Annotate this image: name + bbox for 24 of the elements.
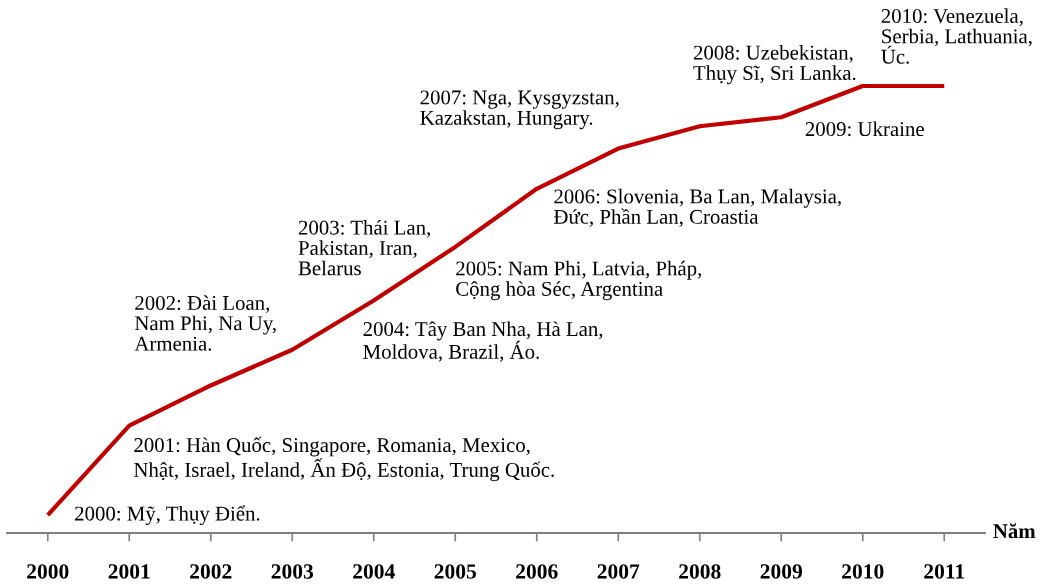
- annotation: 2001: Hàn Quốc, Singapore, Romania, Mexico, Nhật, Israel, Ireland, Ấn Độ, Estonia, Trung Quốc.: [134, 436, 554, 482]
- annotation: 2005: Nam Phi, Latvia, Pháp, Cộng hòa Séc, Argentina: [456, 260, 702, 301]
- annotation: 2007: Nga, Kysgyzstan, Kazakstan, Hungary.: [420, 90, 619, 130]
- x-tick-label: 2000: [27, 564, 69, 579]
- x-tick-label: 2009: [760, 564, 802, 579]
- x-tick-label: 2008: [679, 564, 721, 579]
- annotation: 2003: Thái Lan, Pakistan, Iran, Belarus: [298, 219, 430, 276]
- text: 2008: Uzebekistan, Thụy Sĩ, Sri Lanka.: [693, 45, 856, 85]
- annotation: 2002: Đài Loan, Nam Phi, Na Uy, Armenia.: [134, 295, 276, 351]
- x-tick-label: 2007: [597, 564, 640, 579]
- x-tick-label: 2004: [353, 564, 395, 579]
- annotation: 2009: Ukraine: [805, 121, 924, 137]
- annotation: 2000: Mỹ, Thụy Điển.: [75, 505, 260, 525]
- annotation: 2006: Slovenia, Ba Lan, Malaysia, Đức, Phần Lan, Croastia: [553, 188, 841, 227]
- x-tick-label: 2010: [842, 564, 884, 579]
- x-tick-label: 2002: [190, 564, 232, 579]
- x-tick-label: 2005: [434, 564, 476, 579]
- x-tick-label: 2003: [271, 564, 314, 579]
- annotation: 2004: Tây Ban Nha, Hà Lan, Moldova, Brazil, Áo.: [363, 321, 603, 362]
- x-tick-label: 2006: [516, 564, 558, 579]
- annotation: 2010: Venezuela, Serbia, Lathuania, Úc.: [881, 8, 1032, 64]
- x-axis-title: Năm: [993, 523, 1036, 539]
- x-tick-label: 2001: [108, 564, 150, 579]
- x-tick-label: 2011: [924, 564, 965, 579]
